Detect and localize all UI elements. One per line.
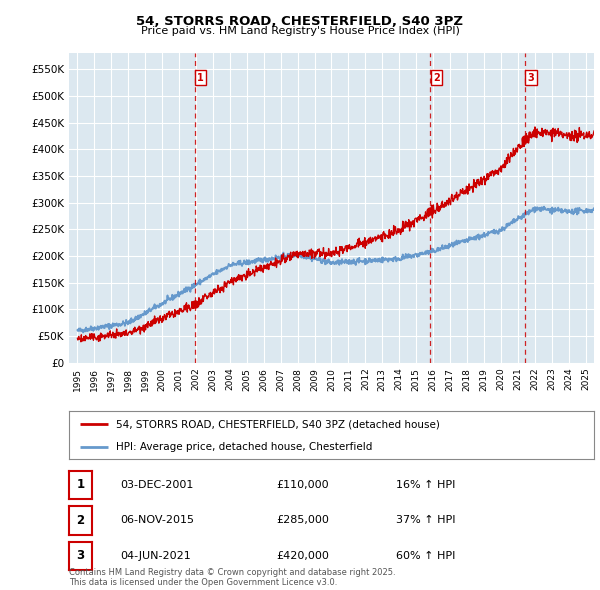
Text: Price paid vs. HM Land Registry's House Price Index (HPI): Price paid vs. HM Land Registry's House … bbox=[140, 26, 460, 36]
Text: 37% ↑ HPI: 37% ↑ HPI bbox=[396, 516, 455, 525]
Text: £285,000: £285,000 bbox=[276, 516, 329, 525]
Text: 2: 2 bbox=[76, 514, 85, 527]
Text: 03-DEC-2001: 03-DEC-2001 bbox=[120, 480, 193, 490]
Text: 54, STORRS ROAD, CHESTERFIELD, S40 3PZ (detached house): 54, STORRS ROAD, CHESTERFIELD, S40 3PZ (… bbox=[116, 419, 440, 429]
Text: 60% ↑ HPI: 60% ↑ HPI bbox=[396, 551, 455, 560]
Text: 06-NOV-2015: 06-NOV-2015 bbox=[120, 516, 194, 525]
Text: HPI: Average price, detached house, Chesterfield: HPI: Average price, detached house, Ches… bbox=[116, 442, 373, 452]
Text: 1: 1 bbox=[197, 73, 204, 83]
Text: 2: 2 bbox=[433, 73, 440, 83]
Text: 1: 1 bbox=[76, 478, 85, 491]
Text: 04-JUN-2021: 04-JUN-2021 bbox=[120, 551, 191, 560]
Text: £110,000: £110,000 bbox=[276, 480, 329, 490]
Text: 54, STORRS ROAD, CHESTERFIELD, S40 3PZ: 54, STORRS ROAD, CHESTERFIELD, S40 3PZ bbox=[137, 15, 464, 28]
Text: Contains HM Land Registry data © Crown copyright and database right 2025.
This d: Contains HM Land Registry data © Crown c… bbox=[69, 568, 395, 587]
Text: 3: 3 bbox=[76, 549, 85, 562]
Text: £420,000: £420,000 bbox=[276, 551, 329, 560]
Text: 3: 3 bbox=[527, 73, 534, 83]
Text: 16% ↑ HPI: 16% ↑ HPI bbox=[396, 480, 455, 490]
